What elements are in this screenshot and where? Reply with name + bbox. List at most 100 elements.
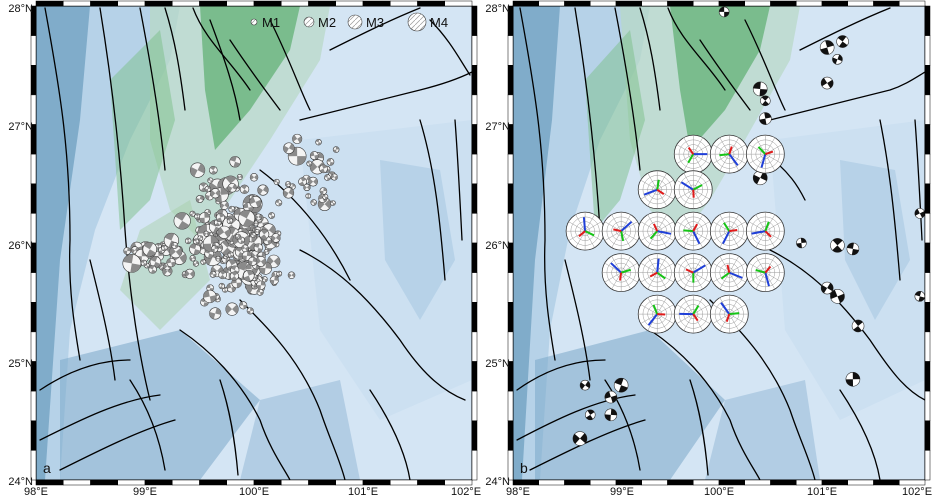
focal-mechanism-icon (189, 210, 196, 217)
border-segment (471, 361, 478, 392)
focal-mechanism-icon (604, 408, 618, 422)
border-segment (471, 5, 478, 36)
focal-mechanism-icon (229, 271, 239, 281)
x-tick-label: 98°E (24, 486, 48, 498)
border-segment (924, 331, 931, 362)
focal-mechanism-icon (166, 257, 176, 268)
focal-mechanism-icon (189, 243, 201, 255)
y-tick-label: 25°N (8, 358, 33, 370)
border-segment (471, 65, 478, 96)
border-segment (35, 0, 64, 7)
border-segment (335, 0, 364, 7)
focal-mechanism-icon (246, 307, 254, 315)
focal-mechanism-icon (199, 212, 211, 224)
border-segment (471, 213, 478, 244)
focal-mechanism-icon (276, 270, 283, 277)
focal-mechanism-icon (309, 151, 319, 161)
panel-b: b 98°E 99°E 100°E 101°E 102°E 28°N 27°N … (485, 0, 932, 498)
focal-mechanism-icon (200, 259, 207, 265)
border-segment (226, 0, 255, 7)
legend-beachball-m4 (407, 12, 427, 32)
focal-mechanism-icon (142, 241, 158, 257)
focal-mechanism-icon (239, 301, 248, 310)
border-segment (362, 0, 391, 7)
stress-net-icon (673, 294, 713, 334)
border-segment (744, 479, 771, 486)
stress-net-icon (673, 134, 713, 174)
border-segment (564, 0, 591, 7)
focal-mechanism-icon (209, 270, 217, 278)
focal-mechanism-icon (238, 209, 256, 227)
border-segment (199, 0, 227, 7)
border-segment (718, 0, 745, 7)
focal-mechanism-icon (271, 233, 281, 243)
focal-mechanism-icon (237, 236, 245, 244)
y-tick-label: 27°N (8, 121, 33, 133)
focal-mechanism-icon (819, 40, 835, 55)
focal-mechanism-icon (210, 245, 219, 253)
x-tick-label: 99°E (610, 486, 634, 498)
x-tick-label: 100°E (239, 486, 269, 498)
y-tick-label: 24°N (485, 476, 510, 488)
focal-mechanism-icon (193, 238, 200, 245)
border-segment (471, 242, 478, 273)
border-segment (924, 65, 931, 96)
focal-mechanism-icon (184, 237, 192, 245)
border-segment (308, 479, 336, 486)
border-segment (873, 479, 900, 486)
border-segment (507, 183, 514, 214)
focal-mechanism-icon (225, 302, 239, 316)
focal-mechanism-icon (250, 232, 257, 239)
focal-mechanism-icon (572, 431, 588, 446)
focal-mechanism-icon (308, 176, 318, 187)
border-segment (144, 0, 173, 7)
focal-mechanism-icon (217, 225, 231, 239)
border-segment (512, 0, 539, 7)
focal-mechanism-icon (241, 250, 252, 261)
border-segment (899, 479, 926, 486)
focal-mechanism-icon (752, 81, 768, 97)
x-tick-label: 101°E (348, 486, 378, 498)
focal-mechanism-icon (820, 281, 834, 295)
border-segment (30, 213, 37, 244)
border-segment (172, 479, 200, 486)
border-segment (90, 0, 118, 7)
focal-mechanism-icon (830, 238, 845, 253)
border-segment (444, 0, 473, 7)
border-segment (117, 0, 146, 7)
border-segment (744, 0, 771, 7)
border-segment (924, 450, 931, 481)
border-segment (30, 35, 37, 66)
focal-mechanism-icon (148, 265, 157, 274)
border-segment (471, 420, 478, 451)
border-segment (718, 479, 745, 486)
focal-mechanism-icon (303, 183, 311, 192)
focal-mechanism-icon (122, 254, 142, 273)
border-segment (693, 479, 720, 486)
border-segment (507, 302, 514, 333)
focal-mechanism-icon (189, 255, 196, 262)
focal-mechanism-icon (846, 242, 860, 256)
border-segment (847, 479, 874, 486)
focal-mechanism-icon (194, 213, 201, 220)
focal-mechanism-icon (263, 248, 270, 255)
border-segment (471, 450, 478, 481)
border-segment (590, 479, 617, 486)
focal-mechanism-icon (253, 243, 264, 253)
x-tick-label: 99°E (133, 486, 157, 498)
stress-net-icon (745, 211, 785, 251)
focal-mechanism-icon (209, 307, 222, 320)
focal-mechanism-icon (324, 174, 331, 181)
focal-mechanism-icon (851, 319, 865, 333)
border-segment (30, 302, 37, 333)
border-segment (199, 479, 227, 486)
border-segment (308, 0, 336, 7)
focal-mechanism-icon (273, 178, 280, 186)
border-segment (471, 390, 478, 421)
focal-mechanism-icon (192, 260, 199, 267)
focal-mechanism-icon (604, 390, 618, 404)
focal-mechanism-icon (239, 184, 250, 195)
border-segment (417, 479, 445, 486)
border-segment (471, 272, 478, 303)
focal-mechanism-icon (161, 244, 168, 252)
